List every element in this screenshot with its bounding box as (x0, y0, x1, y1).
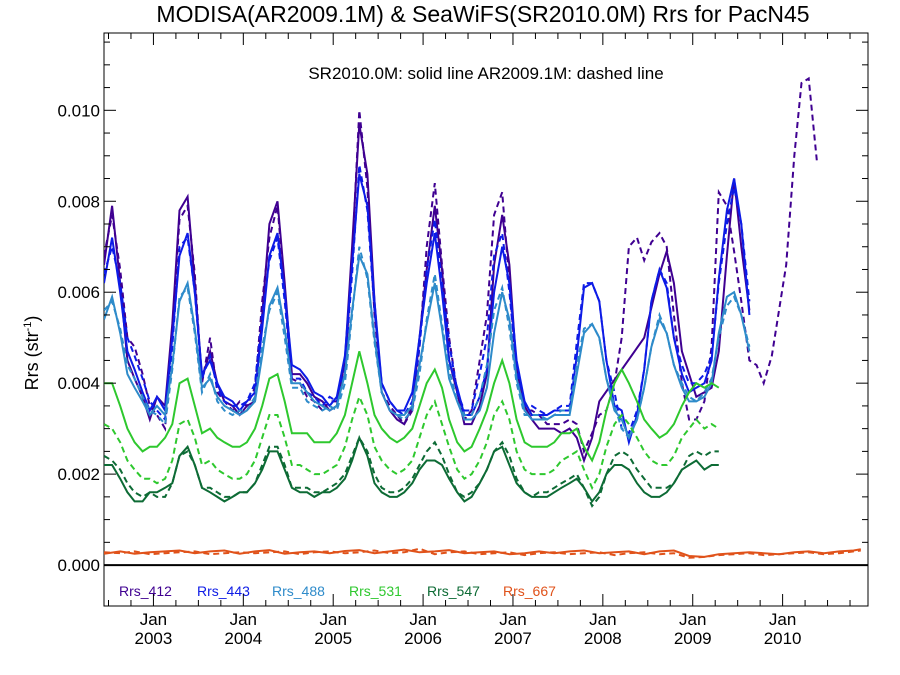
x-tick-year-label: 2008 (584, 629, 622, 648)
series-rrs_488-solid-line (104, 252, 751, 441)
x-tick-year-label: 2005 (314, 629, 352, 648)
x-axis-ticks: Jan2003Jan2004Jan2005Jan2006Jan2007Jan20… (107, 33, 851, 648)
x-tick-month-label: Jan (589, 610, 616, 629)
legend-entry: Rrs_488 (272, 583, 325, 599)
y-axis-label-tail: ) (22, 316, 42, 322)
x-tick-month-label: Jan (230, 610, 257, 629)
series-rrs_547-dashed-line (104, 435, 719, 508)
y-axis-label-main: Rrs (str (22, 331, 42, 390)
y-axis-label: Rrs (str-1) (22, 316, 42, 391)
series-rrs_547-solid-line (104, 434, 719, 504)
x-tick-year-label: 2004 (224, 629, 262, 648)
y-tick-label: 0.006 (57, 283, 100, 302)
x-tick-month-label: Jan (319, 610, 346, 629)
legend-entry: Rrs_412 (119, 583, 172, 599)
line-style-annotation: SR2010.0M: solid line AR2009.1M: dashed … (308, 64, 663, 83)
legend-entry: Rrs_547 (427, 583, 480, 599)
x-tick-month-label: Jan (140, 610, 167, 629)
series-rrs_443-solid-line (104, 173, 751, 447)
x-tick-month-label: Jan (409, 610, 436, 629)
series-rrs_667-solid-line (104, 548, 861, 558)
series-rrs_531-dashed-line (104, 393, 720, 491)
y-tick-label: 0.010 (57, 101, 100, 120)
chart-title: MODISA(AR2009.1M) & SeaWiFS(SR2010.0M) R… (156, 1, 809, 27)
y-tick-label: 0.008 (57, 192, 100, 211)
x-tick-year-label: 2006 (404, 629, 442, 648)
y-tick-label: 0.000 (57, 556, 100, 575)
x-tick-month-label: Jan (769, 610, 796, 629)
legend-entry: Rrs_443 (197, 583, 250, 599)
x-tick-month-label: Jan (679, 610, 706, 629)
x-tick-year-label: 2007 (494, 629, 532, 648)
x-tick-year-label: 2003 (135, 629, 173, 648)
y-axis-label-sup: -1 (22, 322, 34, 332)
legend: Rrs_412 Rrs_443 Rrs_488 Rrs_531 Rrs_547 Rrs_6… (119, 583, 556, 599)
x-tick-month-label: Jan (499, 610, 526, 629)
x-tick-year-label: 2009 (674, 629, 712, 648)
plot-frame (103, 32, 869, 607)
y-tick-label: 0.004 (57, 374, 100, 393)
y-axis-ticks: 0.000 0.002 0.004 0.006 0.008 0.010 (57, 41, 868, 575)
legend-entry: Rrs_531 (349, 583, 402, 599)
y-tick-label: 0.002 (57, 465, 100, 484)
series-rrs_412-dashed-line (104, 76, 818, 455)
series-rrs_412-solid-line (104, 123, 751, 464)
series-layer (104, 76, 861, 559)
x-tick-year-label: 2010 (764, 629, 802, 648)
legend-entry: Rrs_667 (503, 583, 556, 599)
series-rrs_531-solid-line (104, 351, 720, 463)
plot-border (103, 32, 869, 607)
